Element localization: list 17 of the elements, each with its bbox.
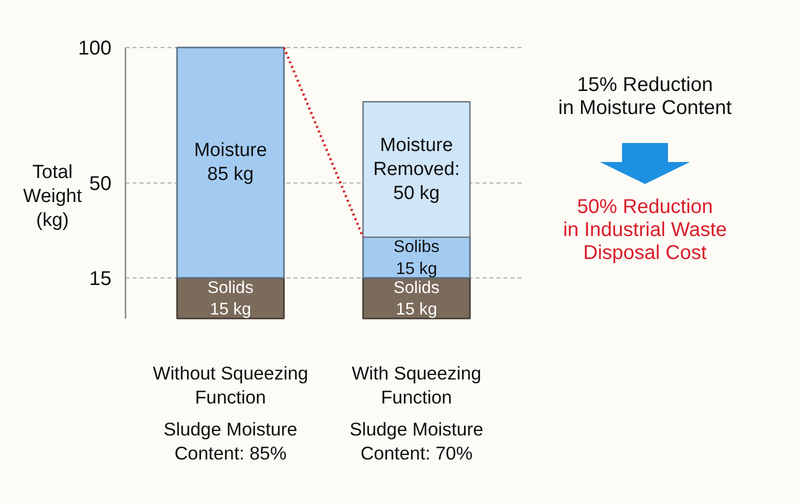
y-axis-title: Total Weight (kg) xyxy=(23,162,83,232)
data-label: Moisture Removed: 50 kg xyxy=(373,134,460,204)
x-tick-label: With Squeezing Function xyxy=(352,362,482,408)
text: 15% Reduction in Moisture Content xyxy=(557,74,733,120)
y-tick-label: 100 xyxy=(78,38,112,60)
data-label: Solids 15 kg xyxy=(208,278,254,319)
text: Sludge Moisture Content: 70% xyxy=(350,418,484,464)
data-label: Moisture 85 kg xyxy=(194,140,267,186)
y-tick-label: 15 xyxy=(89,268,112,290)
y-tick-label: 50 xyxy=(89,173,112,195)
data-label: Solibs 15 kg xyxy=(394,237,440,278)
data-label: Solids 15 kg xyxy=(394,278,440,319)
text: 50% Reduction in Industrial Waste Disposal Cost xyxy=(562,196,728,265)
x-tick-label: Without Squeezing Function xyxy=(152,362,308,408)
bar xyxy=(176,46,285,279)
text: Sludge Moisture Content: 85% xyxy=(164,418,298,464)
bar xyxy=(362,100,471,238)
